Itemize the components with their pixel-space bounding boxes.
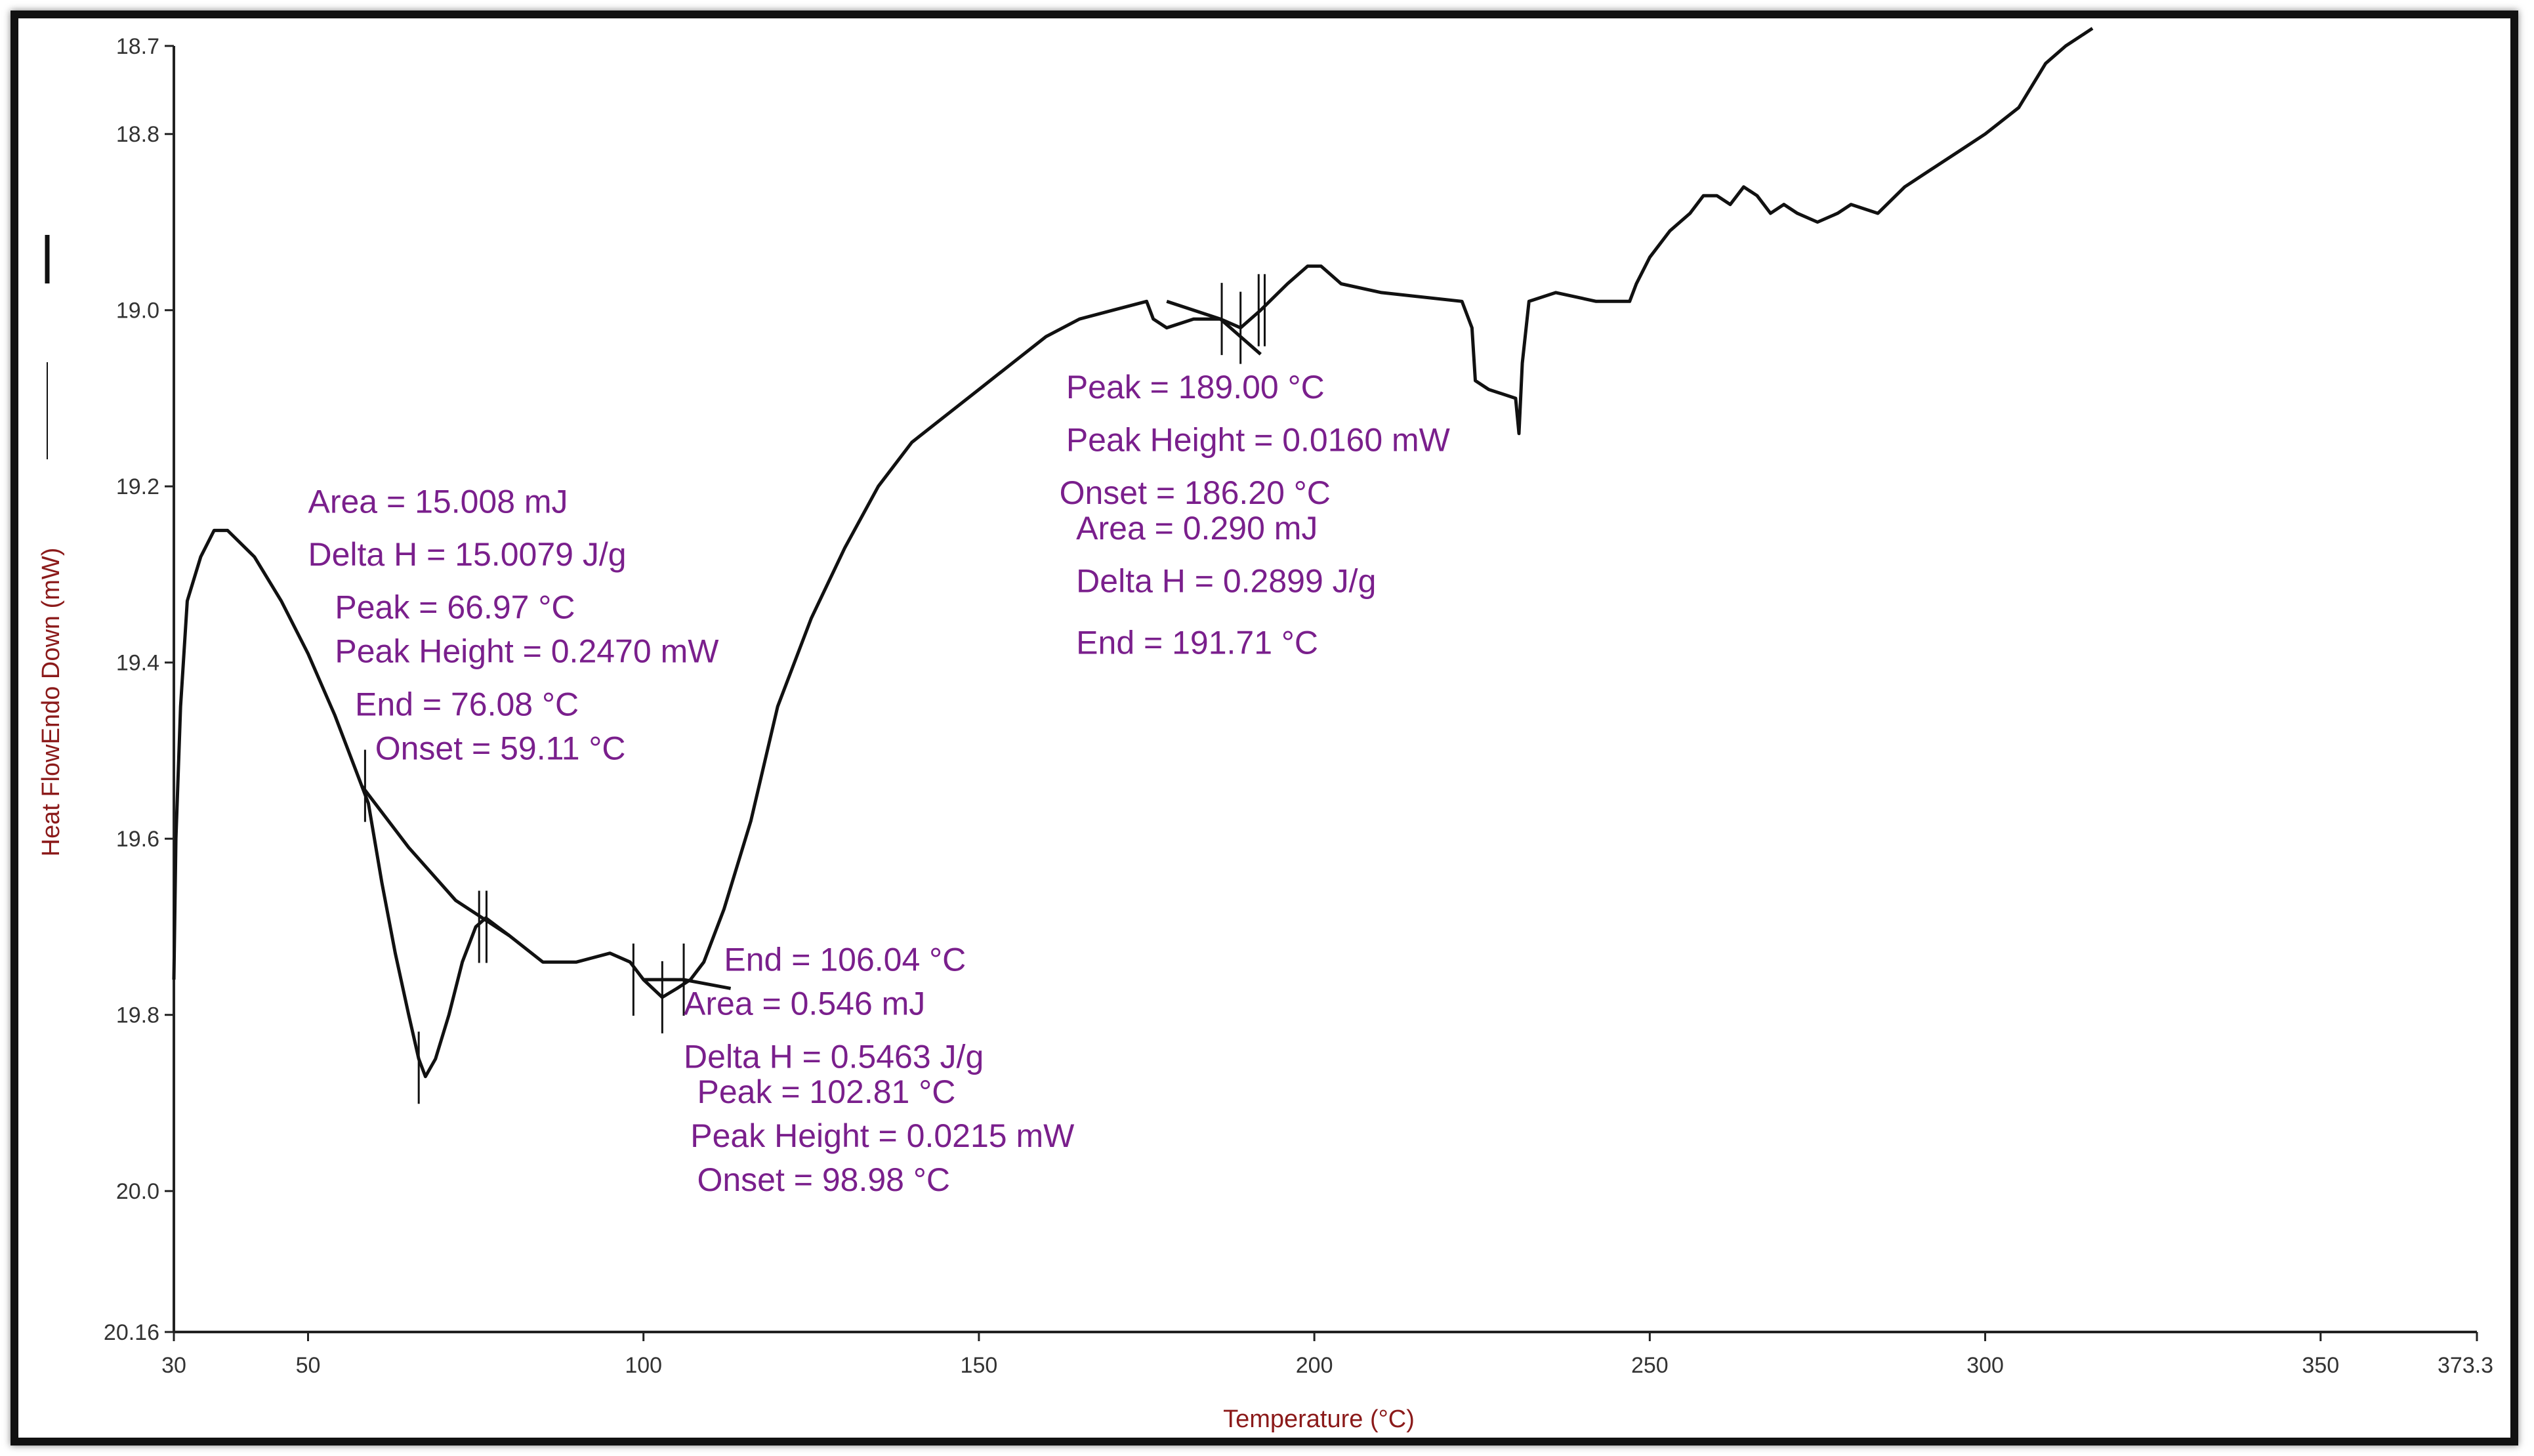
heat-flow-series-line: [172, 27, 2094, 1079]
annotation-label: Area = 0.546 mJ: [684, 986, 925, 1022]
y-tick-label: 20.0: [116, 1179, 159, 1204]
annotation-label: Peak Height = 0.2470 mW: [335, 633, 719, 670]
annotation-label: Area = 0.290 mJ: [1076, 510, 1318, 547]
annotation-label: Peak Height = 0.0160 mW: [1066, 422, 1451, 459]
annotation-label: Delta H = 0.5463 J/g: [684, 1038, 984, 1075]
annotation-label: Onset = 186.20 °C: [1060, 474, 1331, 511]
annotation-label: Delta H = 0.2899 J/g: [1076, 562, 1376, 599]
x-tick-label: 350: [2302, 1353, 2339, 1378]
axes: [173, 46, 2477, 1333]
annotations: Area = 15.008 mJ Delta H = 15.0079 J/g Pea…: [308, 369, 1450, 1198]
y-tick-label: 18.7: [116, 34, 159, 59]
y-tick-label: 19.0: [116, 299, 159, 323]
x-tick-label: 250: [1631, 1353, 1669, 1378]
baseline-line: [1166, 299, 1262, 356]
x-tick-label: 300: [1966, 1353, 2004, 1378]
y-tick-label: 18.8: [116, 122, 159, 147]
x-tick-label: 200: [1296, 1353, 1333, 1378]
y-tick-label: 19.6: [116, 827, 159, 852]
x-tick-label: 150: [961, 1353, 998, 1378]
x-tick-label: 50: [296, 1353, 321, 1378]
baseline-line: [360, 785, 510, 937]
annotation-label: End = 106.04 °C: [724, 942, 966, 978]
annotation-label: End = 191.71 °C: [1076, 624, 1318, 661]
y-ticks: 18.7 18.8 19.0 19.2 19.4 19.6 19.8 20.0 20.16: [104, 34, 174, 1345]
y-tick-label: 19.8: [116, 1003, 159, 1028]
x-tick-label: 373.3: [2438, 1353, 2493, 1378]
y-tick-label: 19.4: [116, 651, 159, 676]
annotation-label: Onset = 98.98 °C: [697, 1161, 950, 1198]
annotation-label: Onset = 59.11 °C: [375, 730, 626, 766]
x-tick-label: 30: [161, 1353, 186, 1378]
y-tick-label: 20.16: [104, 1320, 159, 1345]
y-axis-title: Heat FlowEndo Down (mW): [37, 548, 65, 857]
annotation-label: Area = 15.008 mJ: [308, 484, 568, 520]
annotation-label: Peak = 102.81 °C: [697, 1073, 955, 1110]
annotation-label: Peak = 189.00 °C: [1066, 369, 1325, 406]
annotation-label: Delta H = 15.0079 J/g: [308, 536, 626, 573]
event-markers: [363, 274, 1266, 1104]
x-tick-label: 100: [625, 1353, 662, 1378]
annotation-label: Peak Height = 0.0215 mW: [690, 1117, 1075, 1154]
x-axis-title: Temperature (°C): [1223, 1405, 1415, 1433]
annotation-label: Peak = 66.97 °C: [335, 589, 575, 626]
annotation-label: End = 76.08 °C: [355, 686, 579, 722]
chart-frame: [10, 10, 2518, 1446]
x-ticks: 30 50 100 150 200 250 300 350 373.3: [161, 1332, 2493, 1378]
y-tick-label: 19.2: [116, 474, 159, 499]
